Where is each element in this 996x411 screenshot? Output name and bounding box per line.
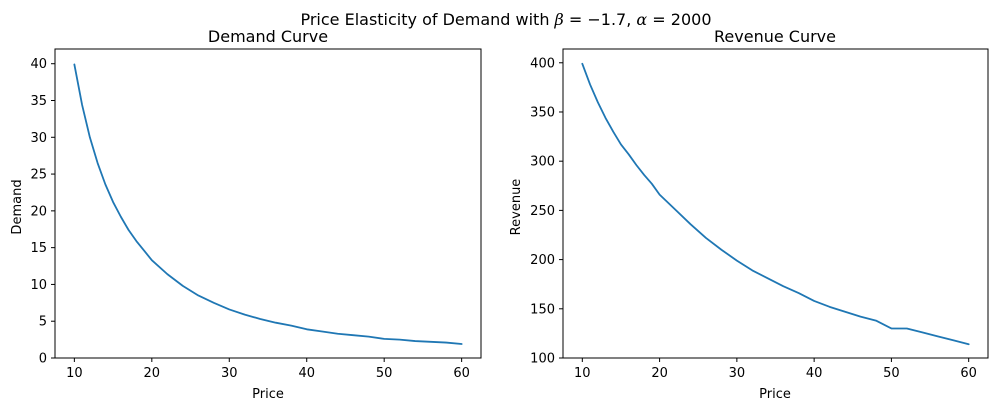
demand-chart-xlabel: Price — [252, 387, 284, 402]
revenue-ytick-label-250: 250 — [530, 204, 555, 219]
suptitle-prefix: Price Elasticity of Demand with — [300, 10, 554, 29]
demand-ytick-label-30: 30 — [30, 131, 47, 146]
demand-chart-ylabel: Demand — [10, 179, 25, 234]
revenue-ytick-label-300: 300 — [530, 155, 555, 170]
revenue-xtick-label-30: 30 — [729, 366, 746, 381]
demand-chart-title: Demand Curve — [208, 27, 328, 46]
revenue-chart-xlabel: Price — [759, 387, 791, 402]
revenue-series-line-0 — [581, 62, 970, 346]
revenue-xtick-label-10: 10 — [574, 366, 591, 381]
suptitle-alpha-symbol: α — [636, 10, 647, 29]
demand-xtick-label-20: 20 — [144, 366, 161, 381]
revenue-chart: Revenue Curve Price Revenue 10 20 30 40 50 60… — [509, 27, 989, 402]
demand-xtick-label-10: 10 — [66, 366, 83, 381]
revenue-ytick-label-200: 200 — [530, 253, 555, 268]
revenue-chart-ylabel: Revenue — [509, 179, 524, 236]
figure-suptitle: Price Elasticity of Demand with β = −1.7… — [300, 10, 711, 29]
demand-ytick-label-5: 5 — [39, 315, 47, 330]
demand-ytick-label-15: 15 — [30, 241, 47, 256]
revenue-chart-title: Revenue Curve — [714, 27, 836, 46]
demand-xtick-label-50: 50 — [376, 366, 393, 381]
demand-ytick-label-20: 20 — [30, 204, 47, 219]
demand-ytick-label-40: 40 — [30, 57, 47, 72]
demand-chart: Demand Curve Price Demand 10 20 30 40 50 60 0 5… — [10, 27, 482, 402]
revenue-xtick-label-60: 60 — [960, 366, 977, 381]
demand-xtick-label-60: 60 — [453, 366, 470, 381]
demand-ytick-label-10: 10 — [30, 278, 47, 293]
suptitle-alpha-part: = 2000 — [647, 10, 711, 29]
revenue-xtick-label-40: 40 — [806, 366, 823, 381]
suptitle-beta-part: = −1.7, — [564, 10, 637, 29]
demand-xtick-label-40: 40 — [298, 366, 315, 381]
revenue-axes-frame — [562, 48, 989, 359]
revenue-xtick-label-20: 20 — [651, 366, 668, 381]
demand-xtick-label-30: 30 — [221, 366, 238, 381]
demand-ytick-label-0: 0 — [39, 352, 47, 367]
suptitle-beta-symbol: β — [554, 10, 564, 29]
demand-ytick-label-35: 35 — [30, 94, 47, 109]
demand-ytick-label-25: 25 — [30, 168, 47, 183]
revenue-xtick-label-50: 50 — [883, 366, 900, 381]
revenue-ytick-label-150: 150 — [530, 302, 555, 317]
revenue-ytick-label-100: 100 — [530, 352, 555, 367]
revenue-ytick-label-400: 400 — [530, 56, 555, 71]
demand-series-line-0 — [73, 63, 463, 345]
revenue-ytick-label-350: 350 — [530, 105, 555, 120]
demand-axes-frame — [54, 48, 482, 359]
